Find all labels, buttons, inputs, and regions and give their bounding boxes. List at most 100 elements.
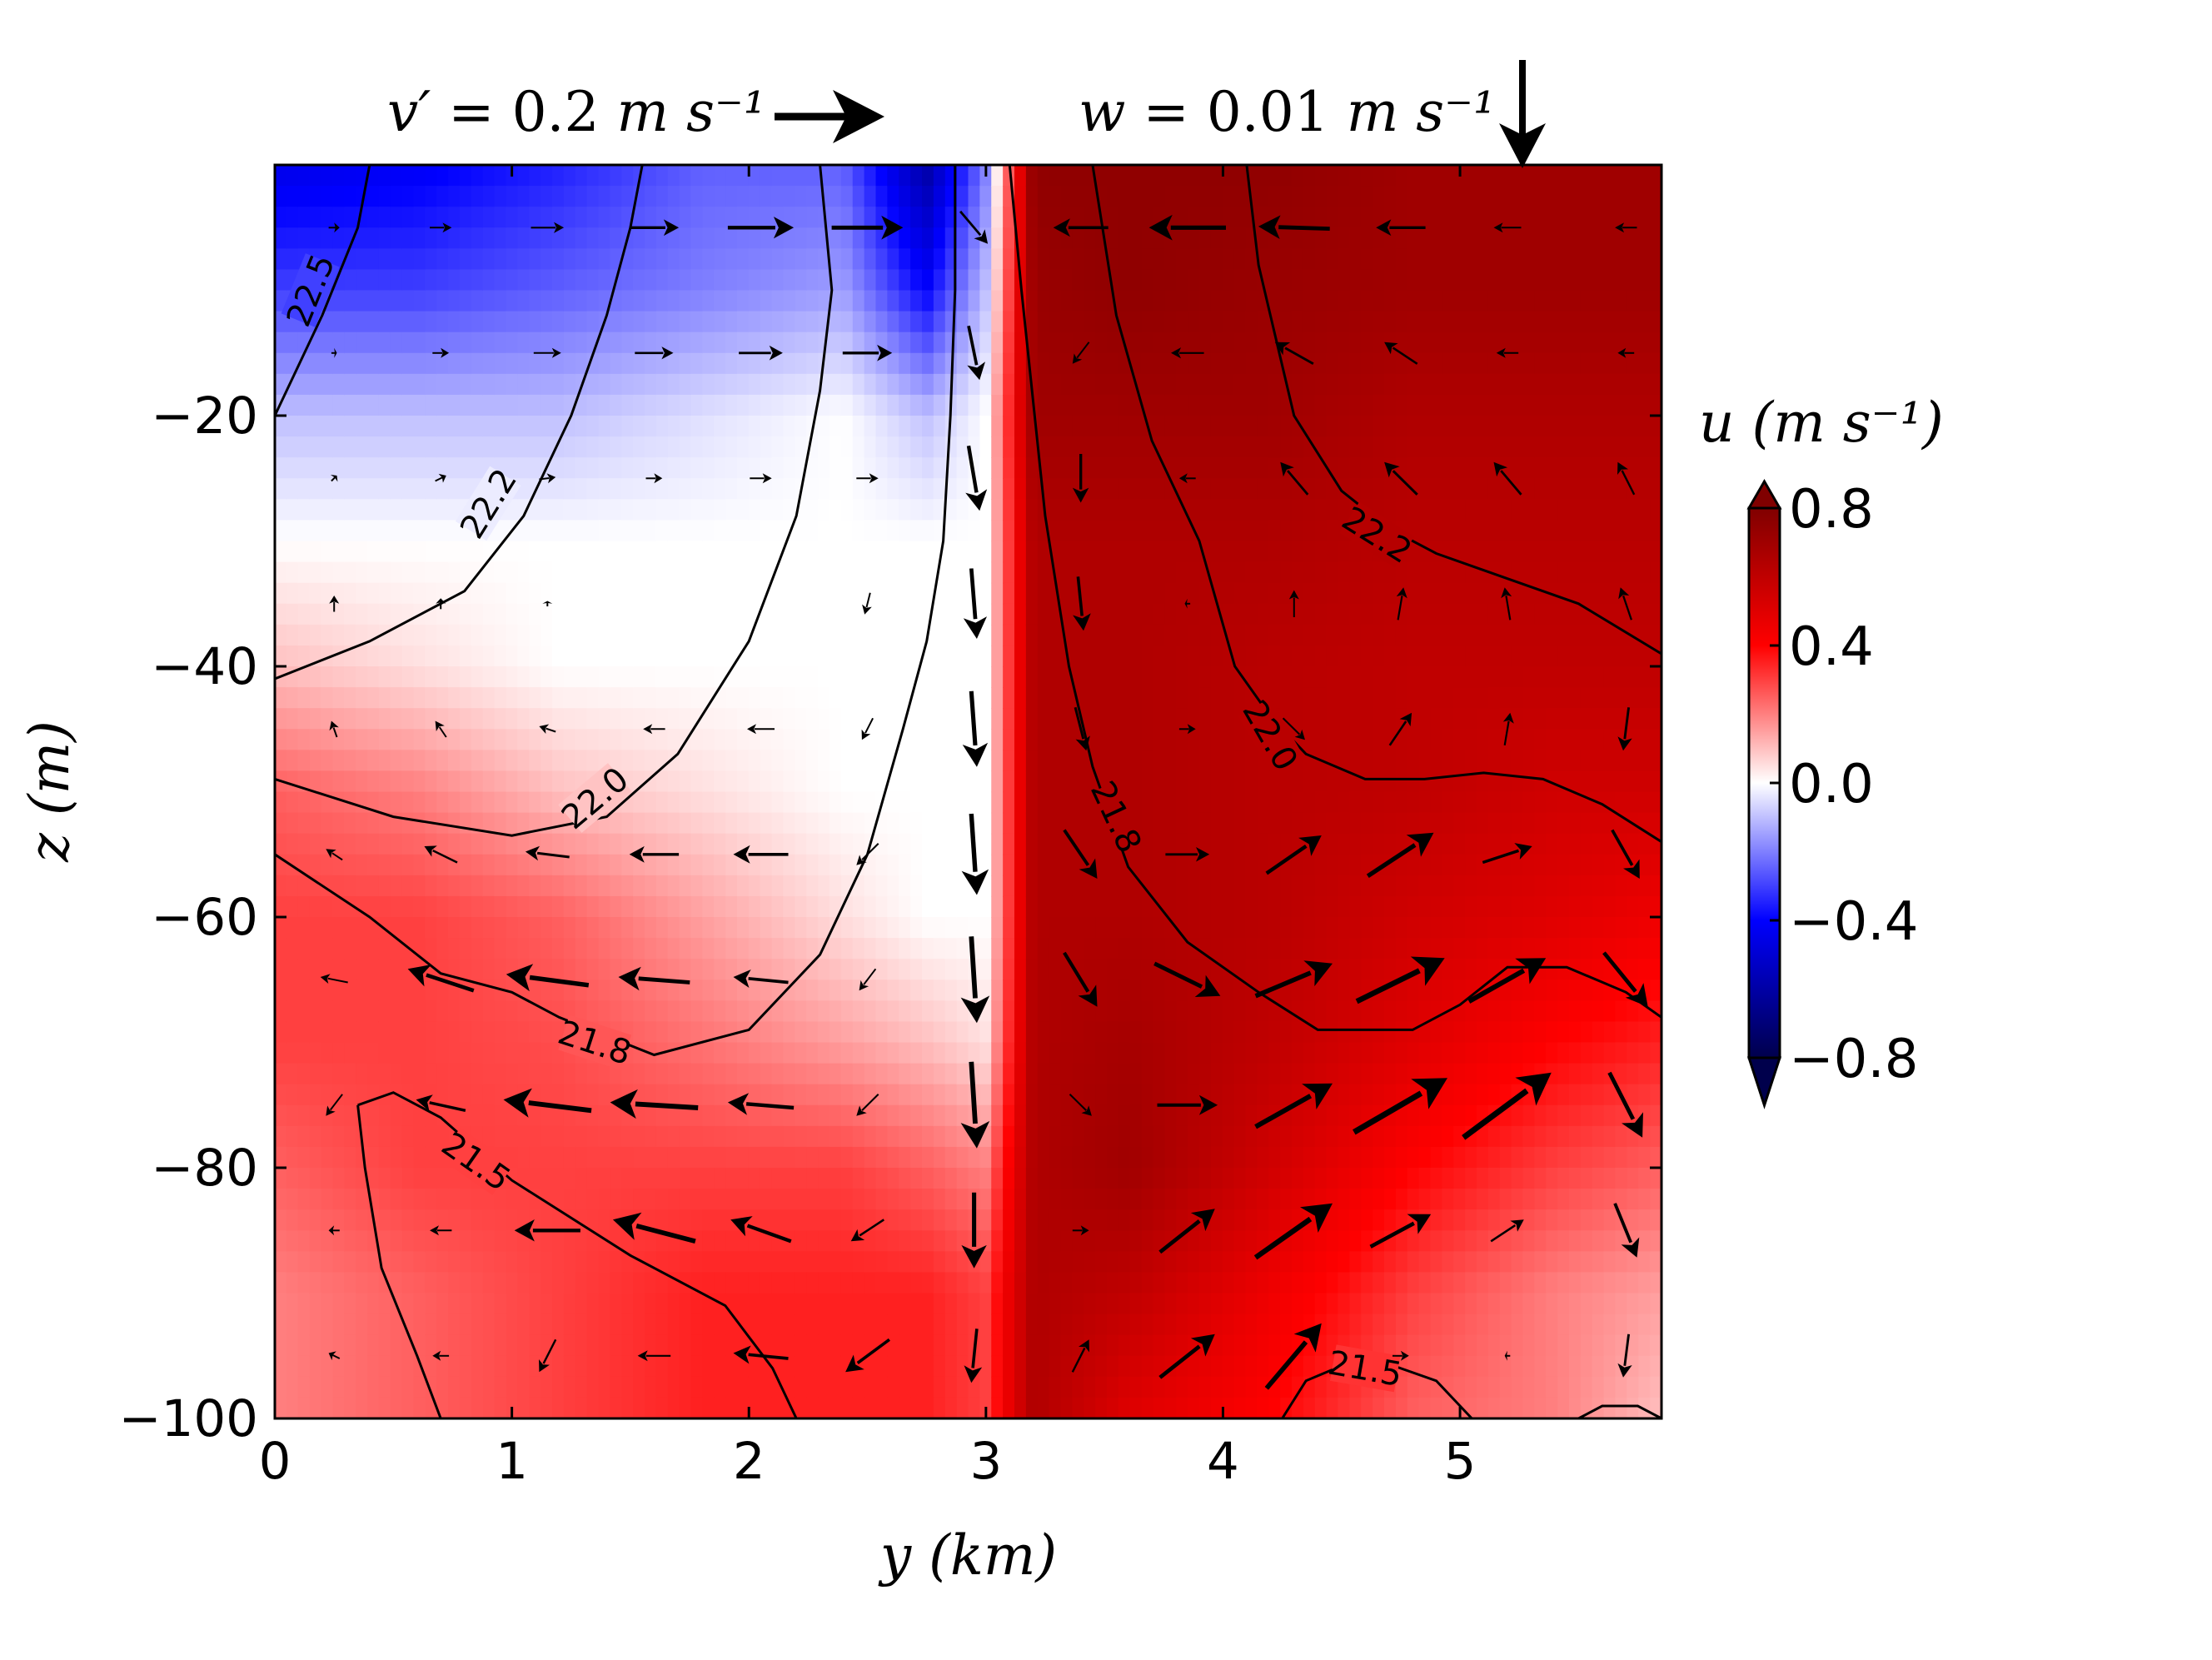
u-field-cell [887, 186, 900, 207]
u-field-cell [633, 938, 645, 960]
u-field-cell [690, 959, 704, 981]
u-field-cell [887, 499, 900, 521]
u-field-cell [679, 436, 692, 458]
u-field-cell [401, 1000, 415, 1023]
u-field-cell [1164, 875, 1178, 897]
u-field-cell [1129, 729, 1143, 751]
u-field-cell [344, 1021, 356, 1044]
u-field-cell [910, 248, 923, 271]
u-field-cell [390, 582, 403, 605]
u-field-cell [771, 750, 785, 772]
u-field-cell [529, 186, 541, 207]
u-field-cell [1164, 520, 1178, 542]
u-field-cell [944, 770, 958, 793]
u-field-cell [494, 207, 507, 229]
u-field-cell [979, 394, 993, 416]
u-field-cell [1025, 895, 1039, 918]
u-field-cell [1118, 708, 1131, 730]
u-field-cell [783, 436, 796, 458]
u-field-cell [275, 311, 287, 333]
u-field-cell [830, 227, 842, 250]
u-field-cell [1095, 687, 1108, 709]
u-field-cell [633, 895, 645, 918]
u-field-cell [910, 561, 923, 584]
u-field-cell [760, 624, 773, 646]
u-field-cell [1037, 729, 1050, 751]
u-field-cell [344, 1063, 356, 1085]
u-field-cell [1153, 854, 1166, 876]
u-field-cell [645, 666, 657, 688]
u-field-cell [541, 186, 553, 207]
u-field-cell [1153, 1272, 1166, 1294]
u-field-cell [482, 186, 496, 207]
u-field-cell [390, 207, 403, 229]
u-field-cell [482, 311, 496, 333]
u-field-cell [991, 1084, 1004, 1106]
u-field-cell [830, 687, 842, 709]
u-field-cell [714, 729, 726, 751]
u-field-cell [875, 1168, 889, 1189]
u-field-cell [506, 1104, 519, 1127]
u-field-cell [991, 1397, 1004, 1418]
u-field-cell [506, 791, 519, 814]
u-field-cell [390, 1104, 403, 1127]
u-field-cell [1210, 1293, 1223, 1315]
u-field-cell [286, 1042, 299, 1064]
u-field-cell [1153, 269, 1166, 292]
u-field-cell [436, 1189, 449, 1210]
u-field-cell [506, 248, 519, 271]
u-field-cell [1153, 812, 1166, 835]
u-field-cell [390, 478, 403, 501]
u-field-cell [737, 1189, 750, 1210]
u-field-cell [1060, 269, 1074, 292]
u-field-cell [956, 561, 969, 584]
u-field-cell [482, 1272, 496, 1294]
u-field-cell [309, 165, 322, 187]
u-field-cell [667, 561, 680, 584]
u-field-cell [448, 791, 461, 814]
u-field-cell [1164, 416, 1178, 437]
u-field-cell [714, 1063, 726, 1085]
u-field-cell [1141, 1376, 1154, 1398]
u-field-cell [621, 1293, 634, 1315]
u-field-cell [309, 1146, 322, 1169]
u-field-cell [806, 729, 819, 751]
u-field-cell [460, 332, 472, 354]
u-field-cell [864, 959, 877, 981]
u-field-cell [610, 917, 623, 939]
u-field-cell [586, 708, 600, 730]
u-field-cell [1037, 561, 1050, 584]
u-field-cell [460, 1042, 472, 1064]
u-field-cell [991, 248, 1004, 271]
u-field-cell [621, 645, 634, 667]
u-field-cell [1153, 1125, 1166, 1148]
u-field-cell [933, 895, 946, 918]
u-field-cell [1222, 1000, 1235, 1023]
u-field-cell [321, 917, 334, 939]
u-field-cell [1118, 499, 1131, 521]
u-field-cell [575, 332, 588, 354]
u-field-cell [552, 1209, 565, 1232]
u-field-cell [748, 812, 761, 835]
u-field-cell [297, 1042, 311, 1064]
u-field-cell [645, 1293, 657, 1315]
u-field-cell [610, 875, 623, 897]
u-field-cell [633, 687, 645, 709]
u-field-cell [552, 959, 565, 981]
u-field-cell [494, 687, 507, 709]
u-field-cell [690, 1189, 704, 1210]
u-field-cell [541, 875, 553, 897]
u-field-cell [702, 416, 715, 437]
u-field-cell [852, 1334, 865, 1357]
u-field-cell [748, 1168, 761, 1189]
u-field-cell [690, 1063, 704, 1085]
u-field-cell [1014, 875, 1027, 897]
u-field-cell [922, 729, 934, 751]
u-field-cell [806, 770, 819, 793]
u-field-cell [552, 457, 565, 480]
u-field-cell [344, 352, 356, 375]
u-field-cell [864, 1146, 877, 1169]
u-field-cell [933, 311, 946, 333]
u-field-cell [344, 938, 356, 960]
u-field-cell [795, 1000, 808, 1023]
